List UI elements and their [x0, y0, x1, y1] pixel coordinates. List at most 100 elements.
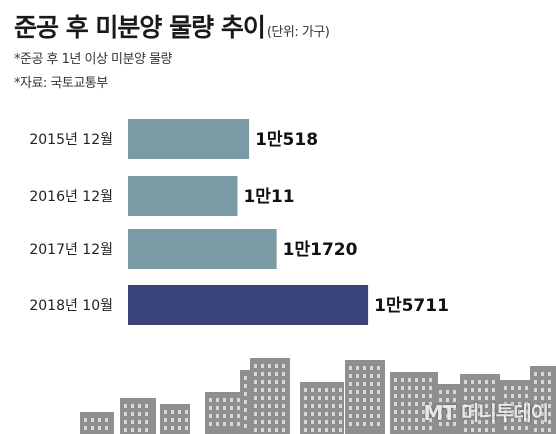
building-window [453, 406, 456, 410]
building-window [429, 418, 432, 422]
building-window [408, 426, 411, 430]
building-window [304, 404, 307, 408]
building-window [209, 398, 212, 402]
bar-3 [128, 229, 277, 269]
building-window [223, 422, 226, 426]
building-window [422, 410, 425, 414]
building-window [178, 426, 181, 430]
bar-4 [128, 285, 369, 325]
building-window [548, 388, 551, 392]
building-window [268, 396, 271, 400]
building-window [356, 414, 359, 418]
building-window [504, 402, 507, 406]
building-window [282, 412, 285, 416]
building-window [504, 426, 507, 430]
note-criteria: *준공 후 1년 이상 미분양 물량 [14, 52, 173, 67]
building-window [230, 414, 233, 418]
building-window [377, 398, 380, 402]
building-window [98, 418, 101, 422]
building-window [518, 402, 521, 406]
building-window [145, 404, 148, 408]
building-window [268, 388, 271, 392]
building-window [518, 386, 521, 390]
building-window [394, 378, 397, 382]
building-window [429, 426, 432, 430]
building-window [446, 390, 449, 394]
building-window [254, 388, 257, 392]
building-window [534, 372, 537, 376]
building-window [332, 420, 335, 424]
building-window [275, 396, 278, 400]
building-window [485, 388, 488, 392]
building-window [275, 428, 278, 432]
building-window [332, 404, 335, 408]
building-window [311, 388, 314, 392]
building-window [408, 378, 411, 382]
building-window [363, 414, 366, 418]
building-shape [345, 360, 385, 434]
building-window [124, 420, 127, 424]
building-window [254, 396, 257, 400]
building-window [464, 380, 467, 384]
building-window [268, 364, 271, 368]
building-window [325, 388, 328, 392]
chart-title: 준공 후 미분양 물량 추이 [14, 13, 266, 42]
building-window [164, 418, 167, 422]
building-window [332, 388, 335, 392]
building-window [464, 388, 467, 392]
building-window [356, 374, 359, 378]
building-window [339, 396, 342, 400]
building-window [377, 422, 380, 426]
building-window [518, 410, 521, 414]
building-window [216, 422, 219, 426]
bar-2 [128, 176, 238, 216]
building-window [185, 426, 188, 430]
building-window [325, 404, 328, 408]
building-window [124, 428, 127, 432]
building-window [415, 418, 418, 422]
building-window [541, 396, 544, 400]
building-window [541, 372, 544, 376]
building-window [439, 390, 442, 394]
building-window [377, 406, 380, 410]
building-window [408, 394, 411, 398]
building-window [453, 398, 456, 402]
building-window [349, 406, 352, 410]
building-window [370, 374, 373, 378]
building-window [394, 386, 397, 390]
city-skyline-illustration [80, 358, 556, 434]
building-window [356, 398, 359, 402]
building-window [525, 402, 528, 406]
building-window [415, 394, 418, 398]
building-window [131, 420, 134, 424]
building-window [275, 364, 278, 368]
building-window [349, 382, 352, 386]
building-window [268, 412, 271, 416]
building-window [471, 380, 474, 384]
value-label: 1만1720 [283, 240, 358, 260]
building-window [268, 428, 271, 432]
building-window [492, 380, 495, 384]
building-window [471, 412, 474, 416]
building-window [318, 412, 321, 416]
building-window [230, 398, 233, 402]
building-window [548, 428, 551, 432]
building-window [261, 428, 264, 432]
building-window [244, 408, 247, 412]
building-window [534, 428, 537, 432]
building-window [422, 378, 425, 382]
building-window [311, 412, 314, 416]
building-window [138, 404, 141, 408]
building-window [349, 374, 352, 378]
unit-label: (단위: 가구) [266, 25, 330, 40]
building-window [216, 398, 219, 402]
building-window [261, 380, 264, 384]
building-window [304, 428, 307, 432]
building-window [138, 420, 141, 424]
building-window [534, 404, 537, 408]
building-window [478, 404, 481, 408]
building-window [492, 388, 495, 392]
building-window [408, 402, 411, 406]
building-window [401, 386, 404, 390]
